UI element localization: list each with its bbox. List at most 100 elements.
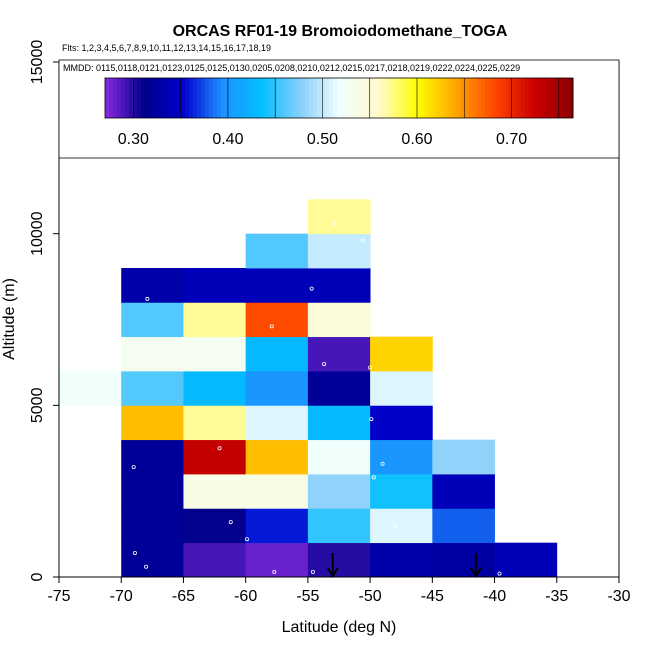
colorbar-swatch <box>561 78 566 118</box>
colorbar-swatch <box>385 78 390 118</box>
colorbar-swatch <box>569 78 574 118</box>
heatmap-cell <box>183 371 247 406</box>
colorbar-swatch <box>177 78 182 118</box>
x-tick-label: -40 <box>483 588 506 605</box>
colorbar-tick-label: 0.30 <box>118 131 149 148</box>
heatmap-cell <box>59 371 122 406</box>
colorbar-swatch <box>381 78 386 118</box>
y-tick-label: 10000 <box>29 211 46 256</box>
colorbar-swatch <box>269 78 274 118</box>
sample-point <box>217 446 222 451</box>
y-tick-label: 15000 <box>29 40 46 85</box>
colorbar-swatch <box>313 78 318 118</box>
colorbar-swatch <box>465 78 470 118</box>
colorbar-swatch <box>545 78 550 118</box>
colorbar-swatch <box>117 78 122 118</box>
y-tick-label: 5000 <box>29 387 46 423</box>
heatmap-cell <box>121 439 184 475</box>
plot-area <box>58 61 620 578</box>
colorbar-swatch <box>333 78 338 118</box>
colorbar-swatch <box>397 78 402 118</box>
arrow-head <box>470 567 482 578</box>
heatmap-cell <box>245 405 309 441</box>
heatmap-cell <box>307 439 371 475</box>
colorbar-swatch <box>309 78 314 118</box>
colorbar-swatch <box>109 78 114 118</box>
colorbar-swatch <box>337 78 342 118</box>
x-tick-label: -70 <box>110 588 133 605</box>
sample-point <box>144 564 149 569</box>
colorbar-swatch <box>237 78 242 118</box>
heatmap-cell <box>370 474 433 509</box>
heatmap-cell <box>432 508 495 544</box>
colorbar-swatch <box>197 78 202 118</box>
colorbar-swatch <box>425 78 430 118</box>
sample-point <box>272 569 277 574</box>
heatmap-cell <box>307 542 371 578</box>
colorbar-swatch <box>137 78 142 118</box>
x-tick-label: -65 <box>172 588 195 605</box>
colorbar-tick-label: 0.70 <box>496 131 527 148</box>
colorbar-swatch <box>165 78 170 118</box>
sample-point <box>244 537 249 542</box>
heatmap-cell <box>245 474 309 509</box>
heatmap-cell <box>245 508 309 544</box>
heatmap-cell <box>307 302 371 338</box>
colorbar-swatch <box>201 78 206 118</box>
heatmap-cell <box>121 302 184 338</box>
colorbar-swatch <box>549 78 554 118</box>
colorbar-swatch <box>389 78 394 118</box>
colorbar-swatch <box>553 78 558 118</box>
colorbar-swatch <box>409 78 414 118</box>
colorbar-swatch <box>481 78 486 118</box>
colorbar-swatch <box>421 78 426 118</box>
heatmap-cell <box>245 371 309 406</box>
colorbar-swatch <box>345 78 350 118</box>
colorbar-tick-label: 0.60 <box>401 131 432 148</box>
y-tick-label: 0 <box>29 572 46 581</box>
sample-point <box>76 375 81 380</box>
colorbar-swatch <box>229 78 234 118</box>
colorbar-swatch <box>529 78 534 118</box>
x-tick-label: -35 <box>545 588 568 605</box>
colorbar-swatch <box>353 78 358 118</box>
colorbar-swatch <box>261 78 266 118</box>
colorbar-swatch <box>457 78 462 118</box>
colorbar-swatch <box>441 78 446 118</box>
sample-point <box>392 523 397 528</box>
colorbar-swatch <box>541 78 546 118</box>
colorbar-swatch <box>105 78 110 118</box>
heatmap-cell <box>307 508 371 544</box>
colorbar-swatch <box>477 78 482 118</box>
colorbar-swatch <box>437 78 442 118</box>
colorbar-swatch <box>449 78 454 118</box>
arrows <box>326 552 482 578</box>
colorbar-swatch <box>125 78 130 118</box>
sample-point <box>371 475 376 480</box>
sample-point <box>145 296 150 301</box>
colorbar-swatch <box>297 78 302 118</box>
colorbar-swatch <box>325 78 330 118</box>
sample-point <box>310 569 315 574</box>
colorbar-swatch <box>253 78 258 118</box>
heatmap-cell <box>432 542 495 578</box>
chart-title: ORCAS RF01-19 Bromoiodomethane_TOGA <box>173 23 508 40</box>
colorbar-swatch <box>189 78 194 118</box>
heatmap-cell <box>307 233 371 269</box>
colorbar-swatch <box>225 78 230 118</box>
flights-label: Flts: 1,2,3,4,5,6,7,8,9,10,11,12,13,14,1… <box>62 43 271 53</box>
colorbar-swatch <box>317 78 322 118</box>
heatmap-cell <box>121 336 184 372</box>
colorbar-swatch <box>453 78 458 118</box>
heatmap-cell <box>121 268 184 303</box>
colorbar-swatch <box>401 78 406 118</box>
colorbar-swatch <box>209 78 214 118</box>
colorbar-swatch <box>429 78 434 118</box>
colorbar-swatch <box>357 78 362 118</box>
colorbar-swatch <box>417 78 422 118</box>
heatmap-cell <box>245 233 309 269</box>
colorbar-swatch <box>185 78 190 118</box>
colorbar-swatch <box>513 78 518 118</box>
heatmap-cell <box>307 336 371 372</box>
